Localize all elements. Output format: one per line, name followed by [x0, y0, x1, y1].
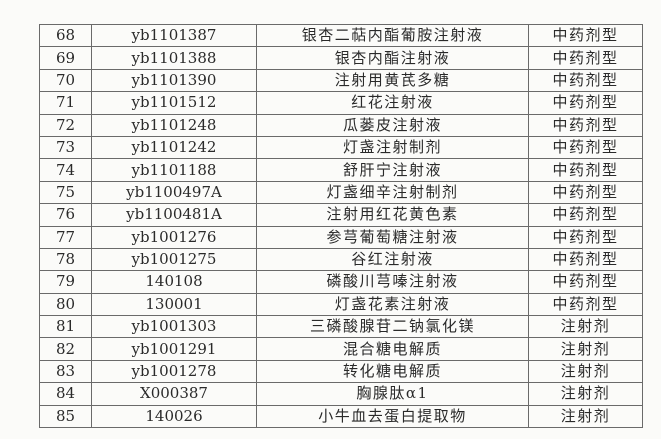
drug-code: yb1100497A	[91, 180, 257, 205]
table-row: 79 140108 磷酸川芎嗪注射液 中药剂型	[39, 270, 643, 294]
table-row: 76 yb1100481A 注射用红花黄色素 中药剂型	[39, 203, 643, 227]
drug-code: yb1001278	[91, 359, 257, 384]
dosage-type: 注射剂	[528, 315, 643, 339]
row-number: 73	[39, 135, 92, 160]
row-number: 74	[39, 158, 92, 182]
drug-name: 注射用红花黄色素	[256, 203, 529, 227]
dosage-type: 中药剂型	[528, 113, 643, 137]
row-number: 78	[39, 247, 92, 272]
row-number: 70	[39, 68, 92, 93]
table-row: 84 X000387 胸腺肽α1 注射剂	[39, 382, 643, 406]
table-row: 78 yb1001275 谷红注射液 中药剂型	[39, 247, 643, 272]
dosage-type: 中药剂型	[528, 292, 643, 317]
dosage-type: 中药剂型	[528, 225, 643, 249]
drug-name: 胸腺肽α1	[256, 382, 529, 406]
drug-name: 谷红注射液	[256, 247, 529, 272]
drug-name: 舒肝宁注射液	[256, 158, 529, 182]
table-row: 73 yb1101242 灯盏注射制剂 中药剂型	[39, 135, 643, 160]
row-number: 81	[39, 315, 92, 339]
table-row: 77 yb1001276 参芎葡萄糖注射液 中药剂型	[39, 225, 643, 249]
table-row: 81 yb1001303 三磷酸腺苷二钠氯化镁 注射剂	[39, 315, 643, 339]
dosage-type: 注射剂	[528, 359, 643, 384]
drug-code: 140108	[91, 270, 257, 294]
table-row: 80 130001 灯盏花素注射液 中药剂型	[39, 292, 643, 317]
table-row: 69 yb1101388 银杏内酯注射液 中药剂型	[39, 46, 643, 70]
drug-code: X000387	[91, 382, 257, 406]
dosage-type: 中药剂型	[528, 46, 643, 70]
table-row: 83 yb1001278 转化糖电解质 注射剂	[39, 359, 643, 384]
dosage-type: 中药剂型	[528, 68, 643, 93]
drug-name: 注射用黄芪多糖	[256, 68, 529, 93]
table-row: 85 140026 小牛血去蛋白提取物 注射剂	[39, 404, 643, 429]
drug-code: yb1101388	[91, 46, 257, 70]
drug-code: yb1101390	[91, 68, 257, 93]
drug-name: 灯盏细辛注射制剂	[256, 180, 529, 205]
table-row: 82 yb1001291 混合糖电解质 注射剂	[39, 337, 643, 361]
row-number: 69	[39, 46, 92, 70]
dosage-type: 中药剂型	[528, 91, 643, 115]
table-row: 71 yb1101512 红花注射液 中药剂型	[39, 91, 643, 115]
drug-code: yb1101242	[91, 135, 257, 160]
row-number: 80	[39, 292, 92, 317]
drug-name: 混合糖电解质	[256, 337, 529, 361]
drug-code: yb1101248	[91, 113, 257, 137]
row-number: 72	[39, 113, 92, 137]
drug-code: 130001	[91, 292, 257, 317]
drug-code: yb1101188	[91, 158, 257, 182]
drug-name: 磷酸川芎嗪注射液	[256, 270, 529, 294]
drug-table: 68 yb1101387 银杏二萜内酯葡胺注射液 中药剂型 69 yb1101388 银杏内…	[39, 23, 643, 429]
dosage-type: 中药剂型	[528, 23, 643, 48]
row-number: 77	[39, 225, 92, 249]
dosage-type: 中药剂型	[528, 247, 643, 272]
drug-code: yb1001291	[91, 337, 257, 361]
dosage-type: 中药剂型	[528, 158, 643, 182]
row-number: 79	[39, 270, 92, 294]
drug-code: yb1001303	[91, 315, 257, 339]
drug-name: 灯盏花素注射液	[256, 292, 529, 317]
row-number: 84	[39, 382, 92, 406]
drug-name: 参芎葡萄糖注射液	[256, 225, 529, 249]
row-number: 68	[39, 23, 92, 48]
drug-code: yb1101512	[91, 91, 257, 115]
drug-code: yb1001275	[91, 247, 257, 272]
drug-name: 小牛血去蛋白提取物	[256, 404, 529, 429]
row-number: 76	[39, 203, 92, 227]
dosage-type: 注射剂	[528, 337, 643, 361]
drug-name: 银杏内酯注射液	[256, 46, 529, 70]
row-number: 82	[39, 337, 92, 361]
drug-code: yb1001276	[91, 225, 257, 249]
drug-name: 灯盏注射制剂	[256, 135, 529, 160]
drug-code: yb1101387	[91, 23, 257, 48]
dosage-type: 注射剂	[528, 382, 643, 406]
dosage-type: 中药剂型	[528, 270, 643, 294]
drug-code: yb1100481A	[91, 203, 257, 227]
dosage-type: 中药剂型	[528, 180, 643, 205]
table-row: 75 yb1100497A 灯盏细辛注射制剂 中药剂型	[39, 180, 643, 205]
table-row: 70 yb1101390 注射用黄芪多糖 中药剂型	[39, 68, 643, 93]
dosage-type: 中药剂型	[528, 203, 643, 227]
row-number: 71	[39, 91, 92, 115]
drug-name: 三磷酸腺苷二钠氯化镁	[256, 315, 529, 339]
drug-name: 银杏二萜内酯葡胺注射液	[256, 23, 529, 48]
row-number: 85	[39, 404, 92, 429]
dosage-type: 注射剂	[528, 404, 643, 429]
dosage-type: 中药剂型	[528, 135, 643, 160]
drug-name: 转化糖电解质	[256, 359, 529, 384]
drug-name: 红花注射液	[256, 91, 529, 115]
table-row: 74 yb1101188 舒肝宁注射液 中药剂型	[39, 158, 643, 182]
drug-code: 140026	[91, 404, 257, 429]
table-row: 68 yb1101387 银杏二萜内酯葡胺注射液 中药剂型	[39, 23, 643, 48]
row-number: 83	[39, 359, 92, 384]
row-number: 75	[39, 180, 92, 205]
drug-name: 瓜蒌皮注射液	[256, 113, 529, 137]
table-row: 72 yb1101248 瓜蒌皮注射液 中药剂型	[39, 113, 643, 137]
